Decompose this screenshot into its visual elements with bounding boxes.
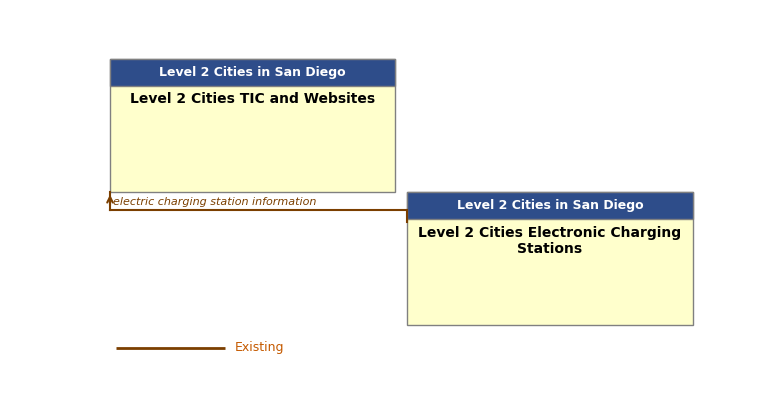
Bar bbox=[407, 192, 693, 325]
Text: Level 2 Cities TIC and Websites: Level 2 Cities TIC and Websites bbox=[130, 92, 375, 106]
Text: Level 2 Cities in San Diego: Level 2 Cities in San Diego bbox=[159, 66, 346, 79]
Bar bbox=[110, 59, 395, 192]
Text: Existing: Existing bbox=[234, 341, 284, 354]
Bar bbox=[110, 59, 395, 86]
Text: Level 2 Cities in San Diego: Level 2 Cities in San Diego bbox=[456, 199, 644, 212]
Bar bbox=[407, 192, 693, 219]
Text: electric charging station information: electric charging station information bbox=[113, 197, 316, 207]
Text: Level 2 Cities Electronic Charging
Stations: Level 2 Cities Electronic Charging Stati… bbox=[418, 225, 681, 256]
